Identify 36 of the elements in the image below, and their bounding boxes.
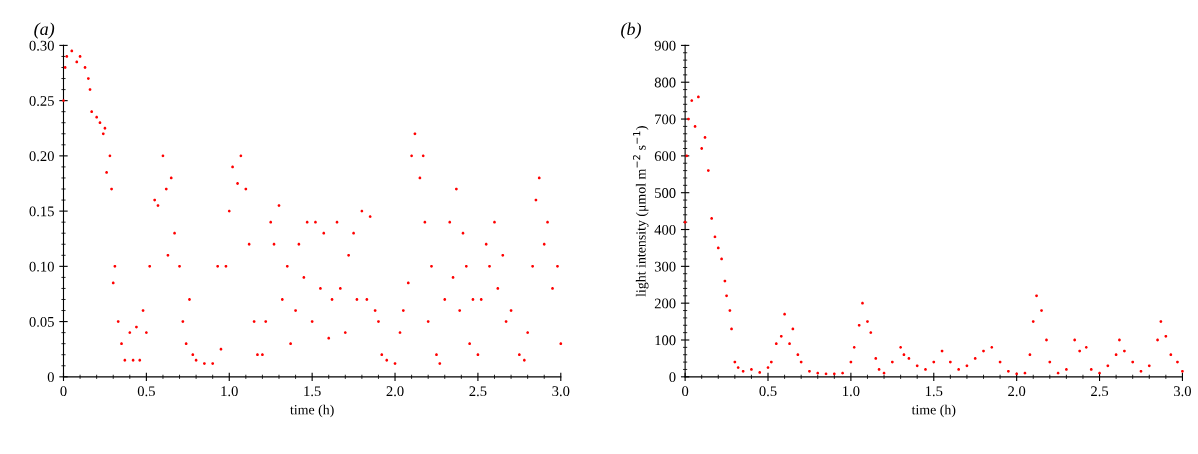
y-tick-label: 700 [655,114,676,125]
y-tick-label: 400 [654,224,676,235]
y-tick-label: 0.30 [29,40,54,51]
chart-title: (a) [34,22,55,39]
y-tick-label: 0.25 [29,96,54,106]
x-tick-label: 1.5 [925,386,943,397]
y-axis-title: light intensity (μmol m$^{−2}$ s$^{−1}$) [632,126,649,297]
x-tick-label: 2.5 [1091,386,1109,397]
y-tick-label: 200 [654,298,676,309]
y-tick-label: 0.10 [29,261,54,272]
x-tick-label: 1.0 [843,386,860,397]
y-tick-label: 0.20 [29,151,54,162]
x-tick-label: 0 [60,386,67,397]
y-tick-label: 0.15 [29,206,54,217]
y-tick-label: 0.05 [29,316,54,327]
x-tick-label: 0.5 [759,386,777,397]
x-tick-label: 2.0 [386,386,404,397]
x-axis-title: time (h) [911,404,956,418]
x-tick-label: 3.0 [552,386,570,397]
y-tick-label: 900 [654,40,676,51]
x-tick-label: 0 [682,386,689,397]
y-tick-label: 0 [47,372,54,383]
x-tick-label: 3.0 [1174,386,1191,397]
x-tick-label: 1.0 [221,386,238,397]
x-tick-label: 2.0 [1008,386,1026,397]
y-tick-label: 0 [669,372,676,383]
y-tick-label: 600 [654,151,676,162]
y-tick-label: 100 [655,335,676,346]
y-tick-label: 300 [654,261,676,272]
x-tick-label: 0.5 [137,386,155,397]
x-axis-title: time (h) [290,404,334,418]
x-tick-label: 2.5 [469,386,487,397]
y-tick-label: 500 [655,188,676,198]
y-tick-label: 800 [654,77,676,88]
x-tick-label: 1.5 [304,386,321,397]
chart-title: (b) [621,22,641,39]
